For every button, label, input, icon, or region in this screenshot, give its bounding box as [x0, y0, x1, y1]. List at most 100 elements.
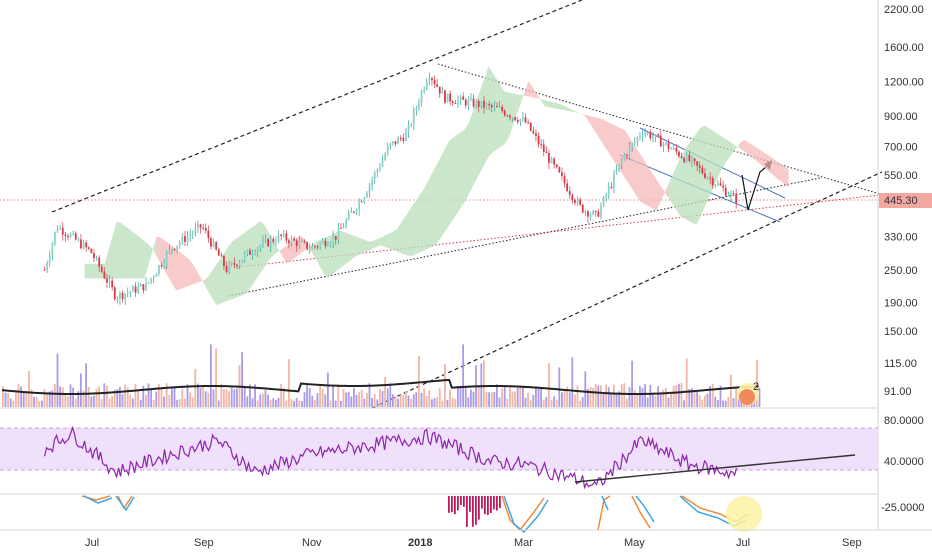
candle-body [631, 143, 634, 147]
cloud-segment [616, 126, 621, 172]
cloud-segment [172, 246, 177, 291]
volume-bar [355, 395, 358, 407]
candle-body [620, 159, 623, 164]
candle-body [449, 93, 452, 102]
volume-bar [714, 396, 717, 407]
volume-bar [727, 397, 730, 407]
candle-body [204, 228, 207, 231]
candle-body [529, 122, 532, 131]
candle-body [347, 212, 350, 220]
candle-body [670, 148, 673, 150]
candle-body [246, 250, 249, 254]
volume-bar [550, 400, 553, 407]
candle-body [220, 255, 223, 257]
volume-bar [524, 397, 527, 407]
candle-body [285, 233, 288, 241]
volume-bar [449, 389, 451, 407]
volume-bar [324, 394, 327, 407]
volume-bar [670, 393, 672, 407]
candle-body [264, 239, 267, 241]
candle-body [433, 79, 436, 85]
volume-bar [17, 384, 20, 407]
x-tick-2018: 2018 [408, 537, 432, 549]
cloud-segment [140, 237, 145, 279]
cloud-segment [492, 72, 497, 153]
candle-body [446, 93, 449, 103]
candle-body [633, 141, 636, 144]
candle-body [407, 125, 410, 133]
volume-bar [405, 391, 407, 407]
cloud-segment [696, 127, 701, 226]
volume-bar [683, 400, 685, 407]
volume-bar [106, 385, 108, 407]
cloud-segment [376, 237, 381, 247]
x-tick-jul-2: Jul [736, 537, 750, 549]
candle-body [111, 280, 114, 288]
volume-bar [366, 392, 368, 407]
volume-bar [285, 400, 288, 407]
volume-bar [446, 399, 449, 407]
candle-body [516, 120, 519, 123]
volume-bar [178, 399, 181, 407]
cloud-segment [408, 205, 413, 256]
cloud-segment [456, 132, 461, 215]
cloud-segment [368, 241, 373, 251]
cloud-segment [744, 140, 749, 155]
volume-bar [719, 385, 722, 407]
cloud-segment [200, 277, 205, 285]
candle-body [108, 280, 111, 283]
volume-bar [633, 389, 636, 407]
volume-bar [54, 383, 56, 407]
volume-bar [347, 391, 350, 407]
candle-body [600, 205, 602, 217]
candle-body [587, 211, 589, 217]
cloud-segment [400, 217, 405, 255]
cloud-segment [420, 187, 425, 253]
cloud-segment [648, 167, 653, 209]
candle-body [711, 178, 714, 186]
candle-body [706, 177, 709, 179]
volume-bar [334, 400, 337, 407]
candle-body [561, 172, 563, 176]
candle-body [95, 257, 98, 259]
candle-body [275, 241, 277, 243]
volume-bar [132, 398, 134, 407]
volume-bar [215, 348, 217, 407]
cloud-segment [692, 133, 697, 226]
volume-bar [641, 388, 644, 407]
volume-bar [454, 399, 457, 407]
x-tick-may: May [624, 537, 645, 549]
candle-body [420, 91, 423, 103]
candle-body [103, 271, 106, 279]
volume-bar [288, 359, 290, 407]
volume-bar [735, 386, 737, 407]
volume-bar [399, 394, 402, 407]
cloud-segment [120, 222, 125, 279]
cloud-segment [752, 145, 757, 162]
volume-bar [696, 389, 698, 407]
y-tick: 91.00 [884, 386, 912, 398]
volume-bar [701, 399, 704, 407]
volume-bar [620, 384, 623, 407]
triangle-bottom-line [227, 177, 821, 297]
candle-body [301, 241, 303, 243]
y-tick: 1200.00 [884, 77, 924, 89]
candle-body [223, 256, 225, 266]
cloud-segment [84, 263, 89, 279]
volume-bar [420, 392, 423, 407]
volume-bar [428, 390, 431, 407]
cloud-segment [584, 114, 589, 122]
volume-bar [709, 386, 711, 407]
cloud-segment [292, 238, 297, 260]
candle-body [134, 286, 137, 293]
volume-bar [540, 387, 542, 407]
volume-bar [373, 394, 376, 407]
candle-body [100, 266, 103, 272]
macd-bar [493, 496, 495, 510]
candle-body [152, 276, 155, 279]
macd-bar [469, 496, 471, 512]
candle-body [628, 146, 631, 156]
candle-body [280, 234, 283, 236]
cloud-segment [424, 180, 429, 251]
price-tag[interactable]: 445.30 [879, 193, 932, 208]
